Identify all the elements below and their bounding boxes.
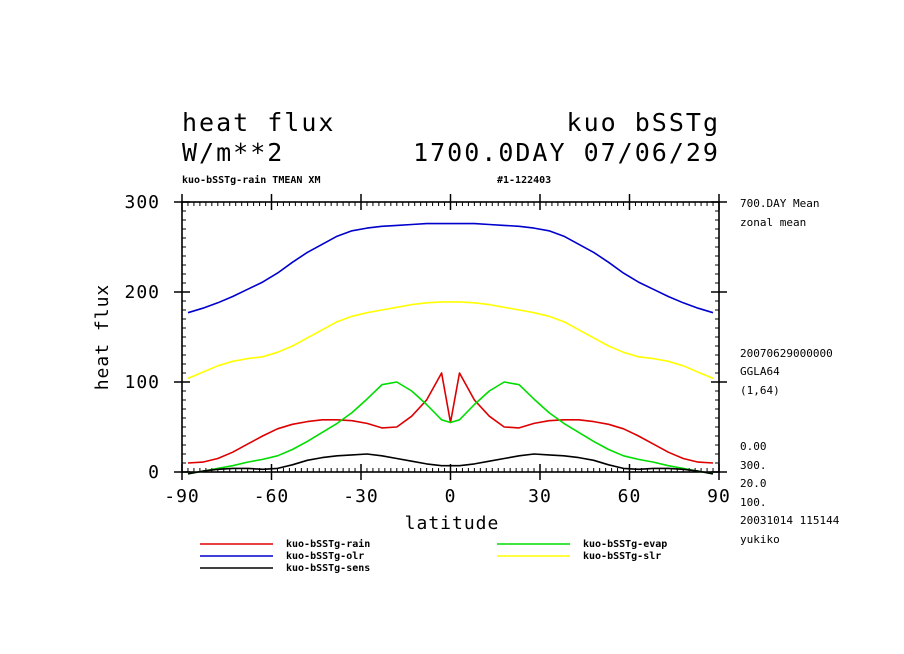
x-tick-label: -60 xyxy=(254,486,290,507)
series-line-kuo-bSSTg-rain xyxy=(187,372,714,464)
legend-label-kuo-bSSTg-olr: kuo-bSSTg-olr xyxy=(286,551,364,562)
title-left: heat flux xyxy=(182,108,335,137)
id-label: #1-122403 xyxy=(497,175,551,186)
x-tick-label: 0 xyxy=(445,486,457,507)
legend: kuo-bSSTg-rainkuo-bSSTg-olrkuo-bSSTg-sen… xyxy=(200,538,667,574)
legend-label-kuo-bSSTg-sens: kuo-bSSTg-sens xyxy=(286,563,370,574)
y-axis-label: heat flux xyxy=(92,284,113,391)
day-label: 1700.0DAY 07/06/29 xyxy=(413,138,720,167)
series-line-kuo-bSSTg-evap xyxy=(187,381,714,475)
timestamp-label: 20031014 115144 xyxy=(740,514,840,527)
zonal-label: zonal mean xyxy=(740,216,806,229)
param-v2: 300. xyxy=(740,459,767,472)
y-tick-label: 200 xyxy=(124,282,160,303)
series-layer xyxy=(187,222,714,475)
date-code: 20070629000000 xyxy=(740,347,833,360)
param-v4: 100. xyxy=(740,496,767,509)
legend-label-kuo-bSSTg-rain: kuo-bSSTg-rain xyxy=(286,538,370,550)
x-tick-label: 90 xyxy=(707,486,731,507)
series-line-kuo-bSSTg-sens xyxy=(187,453,714,475)
y-tick-label: 100 xyxy=(124,372,160,393)
legend-label-kuo-bSSTg-slr: kuo-bSSTg-slr xyxy=(583,551,661,562)
plot-frame xyxy=(181,201,720,473)
series-line-kuo-bSSTg-olr xyxy=(187,222,714,314)
y-tick-label: 300 xyxy=(124,192,160,213)
user-label: yukiko xyxy=(740,533,780,546)
y-tick-label: 0 xyxy=(148,462,160,483)
param-v1: 0.00 xyxy=(740,440,767,453)
legend-label-kuo-bSSTg-evap: kuo-bSSTg-evap xyxy=(583,539,667,550)
mean-label: 700.DAY Mean xyxy=(740,197,819,210)
x-tick-label: -30 xyxy=(343,486,379,507)
x-tick-label: -90 xyxy=(164,486,200,507)
run-label: kuo-bSSTg-rain TMEAN XM xyxy=(182,174,320,186)
x-axis-label: latitude xyxy=(405,513,500,534)
x-tick-label: 60 xyxy=(618,486,642,507)
grid-label: GGLA64 xyxy=(740,365,780,378)
param-v3: 20.0 xyxy=(740,477,767,490)
x-tick-label: 30 xyxy=(528,486,552,507)
series-line-kuo-bSSTg-slr xyxy=(187,301,714,380)
units-label: W/m**2 xyxy=(182,138,284,167)
plot-axes: -90 -60 -30 0 30 60 90 0 100 200 300 xyxy=(124,192,731,507)
dims-label: (1,64) xyxy=(740,384,780,397)
title-right: kuo bSSTg xyxy=(567,108,720,137)
